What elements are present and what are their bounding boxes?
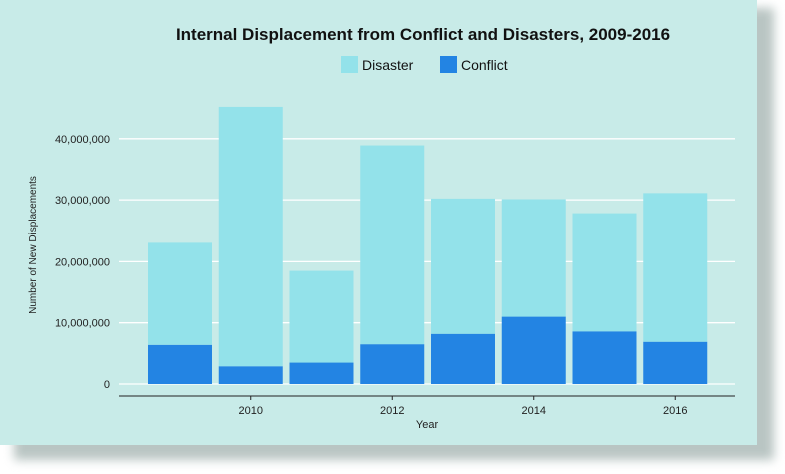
- y-axis-title: Number of New Displacements: [28, 176, 39, 314]
- legend-swatch-disaster: [341, 56, 358, 73]
- y-tick-label: 40,000,000: [55, 134, 110, 146]
- y-tick-label: 30,000,000: [55, 195, 110, 207]
- bar-disaster-2009: [148, 242, 212, 345]
- bar-disaster-2010: [218, 106, 283, 367]
- bar-disaster-2015: [572, 213, 637, 332]
- x-tick-label: 2014: [522, 405, 546, 417]
- bar-disaster-2013: [431, 198, 495, 334]
- bar-conflict-2014: [501, 316, 566, 384]
- bar-conflict-2012: [360, 344, 425, 384]
- bars: [148, 106, 708, 384]
- x-tick-label: 2012: [380, 405, 404, 417]
- y-tick-label: 10,000,000: [55, 318, 110, 330]
- bar-conflict-2011: [289, 362, 354, 384]
- legend-swatch-conflict: [440, 56, 457, 73]
- bar-conflict-2015: [572, 331, 637, 384]
- bar-conflict-2009: [148, 344, 212, 384]
- x-tick-label: 2016: [663, 405, 687, 417]
- bar-conflict-2016: [643, 341, 708, 384]
- x-tick-label: 2010: [239, 405, 263, 417]
- legend-label-disaster: Disaster: [362, 57, 414, 73]
- y-tick-label: 0: [104, 379, 110, 391]
- bar-disaster-2016: [643, 193, 708, 342]
- bar-disaster-2012: [360, 145, 425, 345]
- bar-conflict-2013: [431, 333, 495, 384]
- x-axis-tick-labels: 2010 2012 2014 2016: [239, 396, 687, 417]
- y-tick-label: 20,000,000: [55, 256, 110, 268]
- bar-conflict-2010: [218, 366, 283, 384]
- bar-disaster-2011: [289, 270, 354, 363]
- legend-label-conflict: Conflict: [461, 57, 508, 73]
- y-axis-tick-labels: 0 10,000,000 20,000,000 30,000,000 40,000,00…: [55, 134, 110, 391]
- legend: Disaster Conflict: [341, 56, 508, 73]
- x-axis-title: Year: [416, 419, 439, 431]
- chart-title: Internal Displacement from Conflict and …: [176, 25, 670, 44]
- bar-disaster-2014: [501, 199, 566, 317]
